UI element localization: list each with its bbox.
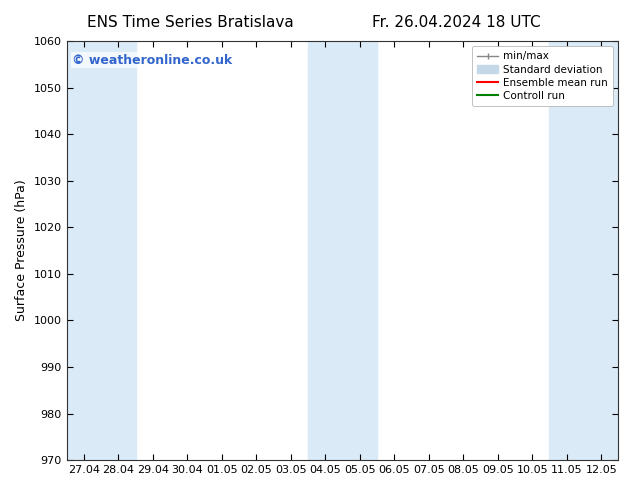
Text: ENS Time Series Bratislava: ENS Time Series Bratislava	[87, 15, 294, 30]
Legend: min/max, Standard deviation, Ensemble mean run, Controll run: min/max, Standard deviation, Ensemble me…	[472, 46, 613, 106]
Bar	[308, 41, 377, 460]
Bar	[550, 41, 619, 460]
Text: © weatheronline.co.uk: © weatheronline.co.uk	[72, 53, 232, 67]
Y-axis label: Surface Pressure (hPa): Surface Pressure (hPa)	[15, 180, 28, 321]
Bar	[67, 41, 136, 460]
Text: Fr. 26.04.2024 18 UTC: Fr. 26.04.2024 18 UTC	[372, 15, 541, 30]
